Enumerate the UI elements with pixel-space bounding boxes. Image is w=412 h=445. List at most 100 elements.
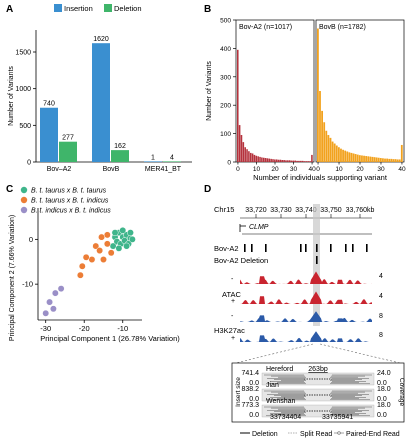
- a-bar-value: 1: [151, 154, 155, 161]
- a-y-tick-label: 1500: [15, 50, 31, 57]
- c-x-axis-label: Principal Component 1 (26.78% Variation): [40, 334, 180, 343]
- c-point: [107, 249, 115, 257]
- b-hist-bar: [305, 161, 308, 162]
- d-bova2-element: [244, 244, 246, 252]
- d-bova2-element: [352, 244, 354, 252]
- b-hist-bar: [238, 125, 241, 162]
- b-hist-bar: [386, 158, 389, 162]
- b-y-tick-label: 300: [220, 74, 231, 81]
- d-left-min: 0.0: [249, 396, 259, 403]
- b-hist-bar: [285, 160, 287, 162]
- a-category-label: BovB: [103, 166, 120, 173]
- b-hist-bar: [266, 158, 269, 162]
- d-bova2-element: [316, 244, 318, 252]
- d-right-max: 18.0: [377, 402, 391, 409]
- a-category-label: Bov–A2: [47, 166, 72, 173]
- a-bar-insertion: [40, 107, 58, 162]
- d-track-label-atac: ATAC: [222, 290, 241, 299]
- b-x-tick-label: 20: [271, 166, 279, 173]
- a-legend-swatch-insertion: [54, 4, 62, 12]
- b-hist-bar: [303, 161, 306, 162]
- d-sample-name: Wenshan: [266, 398, 296, 405]
- b-series-title: Bov-A2 (n=1017): [239, 24, 292, 31]
- d-right-min: 0.0: [377, 412, 387, 419]
- d-sample-name: Hereford: [266, 366, 293, 373]
- b-y-tick-label: 500: [220, 18, 231, 25]
- c-point: [103, 240, 111, 248]
- c-point: [51, 289, 59, 297]
- c-point: [98, 233, 106, 241]
- b-hist-bar: [354, 154, 357, 162]
- c-legend-marker: [20, 186, 28, 194]
- b-x-tick-label: 10: [253, 166, 261, 173]
- c-point: [88, 256, 96, 263]
- b-hist-bar: [287, 160, 289, 162]
- c-point: [92, 242, 100, 250]
- panel-b-histograms: Bov-A2 (n=1017) 0 10 20 30 40 BovB (n=1782) 0 10…: [206, 18, 406, 183]
- b-y-tick-label: 0: [227, 160, 231, 167]
- b-x-tick-label: 0: [316, 166, 320, 173]
- d-atac-signal-1: [240, 271, 372, 284]
- b-series-title: BovB (n=1782): [319, 24, 366, 31]
- c-point: [49, 305, 57, 313]
- b-x-tick-label: 20: [356, 166, 364, 173]
- b-hist-bar: [363, 155, 365, 162]
- c-x-tick-label: -20: [79, 324, 90, 333]
- d-bova2-element: [300, 244, 302, 252]
- d-legend-pe-marker: [337, 431, 341, 435]
- b-hist-bar: [321, 110, 323, 162]
- b-hist-bar: [248, 151, 250, 162]
- b-hist-bar: [244, 147, 246, 162]
- a-y-tick-label: 0: [27, 160, 31, 167]
- panel-label-c: C: [6, 184, 13, 195]
- d-legend-pe: Paired-End Read: [346, 431, 400, 438]
- d-right-min: 0.0: [377, 396, 387, 403]
- b-hist-bar: [333, 143, 336, 162]
- panel-label-d: D: [204, 184, 211, 195]
- d-bova2-element: [345, 244, 347, 252]
- b-hist-bar: [311, 154, 313, 162]
- b-hist-bar: [346, 151, 349, 162]
- b-hist-bar: [329, 137, 332, 162]
- d-sample-name: Jian: [266, 382, 279, 389]
- b-hist-bar: [373, 157, 376, 162]
- b-hist-bar: [274, 159, 276, 162]
- b-x-tick-label: 40: [398, 166, 406, 173]
- b-hist-bar: [365, 156, 368, 162]
- b-hist-bar: [298, 160, 300, 162]
- b-hist-bar: [270, 158, 272, 162]
- c-point: [57, 285, 65, 293]
- a-bar-value: 1620: [93, 36, 109, 43]
- c-y-axis-label: Principal Component 2 (7.66% Variation): [9, 215, 16, 341]
- d-track-label-h3k27ac: H3K27ac: [214, 326, 245, 335]
- d-left-max: 773.3: [241, 402, 259, 409]
- d-left-max: 838.2: [241, 386, 259, 393]
- a-bar-deletion: [163, 161, 181, 162]
- b-hist-bar: [342, 149, 344, 162]
- panel-a-bar-chart: 0 500 1000 1500 Number of Variants Insertion D…: [8, 4, 192, 173]
- d-atac-scale-1: 4: [379, 273, 383, 280]
- d-h3k-signal-1: [240, 311, 372, 322]
- b-y-tick-label: 400: [220, 46, 231, 53]
- b-hist-bar: [292, 160, 295, 162]
- panel-label-a: A: [6, 4, 13, 15]
- d-deletion-element: [316, 256, 318, 264]
- b-x-tick-label: 30: [377, 166, 385, 173]
- b-x-tick-label: 10: [335, 166, 343, 173]
- c-point: [115, 244, 123, 252]
- d-left-max: 741.4: [241, 370, 259, 377]
- c-point: [76, 271, 84, 279]
- d-sign-minus: -: [231, 276, 234, 283]
- d-bova2-element: [265, 244, 267, 252]
- a-y-tick-label: 1000: [15, 86, 31, 93]
- b-hist-bar: [294, 160, 297, 162]
- b-hist-bar: [377, 157, 380, 162]
- b-hist-bar: [337, 147, 340, 162]
- c-legend-label: B. t. taurus x B. t. taurus: [31, 188, 107, 195]
- b-hist-bar: [301, 160, 304, 162]
- b-hist-bar: [371, 156, 374, 162]
- b-hist-bar: [264, 158, 267, 162]
- b-hist-bar: [317, 28, 319, 162]
- b-hist-bar: [382, 158, 384, 162]
- b-hist-bar: [261, 157, 263, 162]
